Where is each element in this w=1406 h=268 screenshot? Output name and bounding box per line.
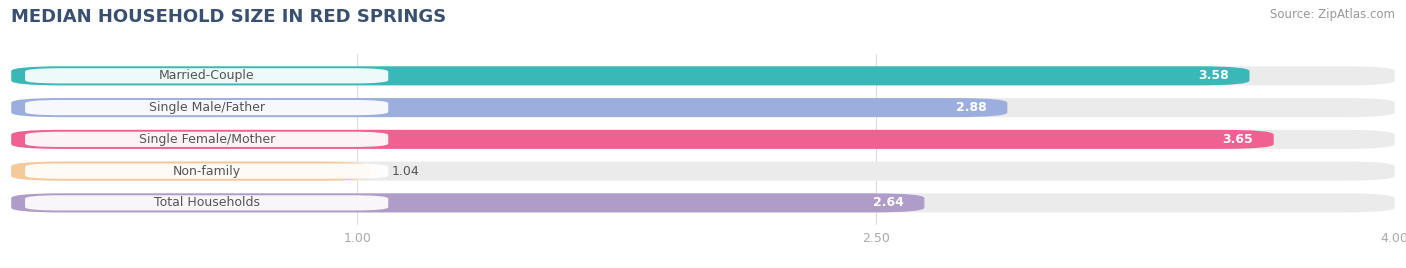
- Text: 3.58: 3.58: [1198, 69, 1229, 82]
- FancyBboxPatch shape: [11, 98, 1007, 117]
- FancyBboxPatch shape: [11, 66, 1250, 85]
- FancyBboxPatch shape: [25, 100, 388, 115]
- Text: Non-family: Non-family: [173, 165, 240, 178]
- Text: Single Female/Mother: Single Female/Mother: [139, 133, 274, 146]
- FancyBboxPatch shape: [25, 68, 388, 83]
- Text: 2.64: 2.64: [873, 196, 904, 209]
- FancyBboxPatch shape: [25, 132, 388, 147]
- FancyBboxPatch shape: [11, 162, 1395, 181]
- FancyBboxPatch shape: [11, 130, 1395, 149]
- FancyBboxPatch shape: [25, 163, 388, 179]
- FancyBboxPatch shape: [11, 193, 1395, 213]
- Text: MEDIAN HOUSEHOLD SIZE IN RED SPRINGS: MEDIAN HOUSEHOLD SIZE IN RED SPRINGS: [11, 8, 447, 26]
- Text: Married-Couple: Married-Couple: [159, 69, 254, 82]
- FancyBboxPatch shape: [25, 195, 388, 210]
- FancyBboxPatch shape: [11, 98, 1395, 117]
- Text: Single Male/Father: Single Male/Father: [149, 101, 264, 114]
- Text: 3.65: 3.65: [1222, 133, 1253, 146]
- Text: 2.88: 2.88: [956, 101, 987, 114]
- FancyBboxPatch shape: [11, 193, 924, 213]
- FancyBboxPatch shape: [11, 130, 1274, 149]
- Text: Source: ZipAtlas.com: Source: ZipAtlas.com: [1270, 8, 1395, 21]
- Text: 1.04: 1.04: [392, 165, 419, 178]
- FancyBboxPatch shape: [11, 66, 1395, 85]
- Text: Total Households: Total Households: [153, 196, 260, 209]
- FancyBboxPatch shape: [11, 162, 371, 181]
